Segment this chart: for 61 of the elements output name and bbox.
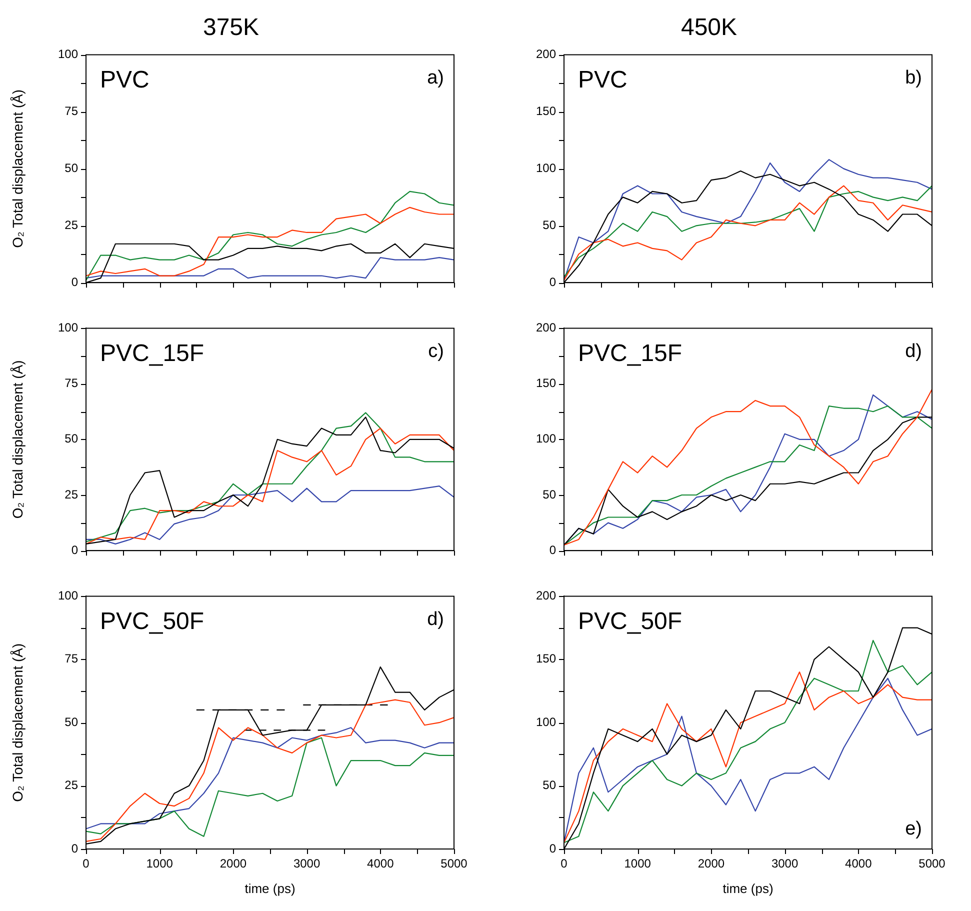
y-tick-label: 75 <box>64 652 78 666</box>
y-tick-label: 25 <box>64 218 78 232</box>
x-tick-label: 5000 <box>440 856 468 871</box>
y-axis-title: O₂ Total displacement (Å) <box>9 360 26 519</box>
x-tick-label: 1000 <box>624 856 652 871</box>
y-tick-label: 100 <box>536 714 556 729</box>
x-tick-label: 3000 <box>293 856 320 871</box>
annotation: PVC <box>578 66 628 94</box>
y-tick-label: 50 <box>542 487 556 502</box>
x-tick-label: 4000 <box>367 856 394 871</box>
y-tick-label: 200 <box>536 47 556 62</box>
annotation: d) <box>427 608 444 630</box>
y-tick-label: 150 <box>536 104 556 118</box>
annotation: PVC_15F <box>100 340 204 367</box>
x-tick-label: 2000 <box>220 856 247 871</box>
x-tick-label: 5000 <box>918 856 946 871</box>
annotation: PVC_50F <box>100 608 204 635</box>
y-tick-label: 100 <box>536 161 556 176</box>
y-tick-label: 150 <box>536 376 556 390</box>
y-tick-label: 75 <box>64 104 78 118</box>
annotation: c) <box>428 340 444 362</box>
annotation: PVC <box>100 66 150 94</box>
y-tick-label: 100 <box>58 320 78 335</box>
y-tick-label: 0 <box>71 274 78 289</box>
chart-title: 375K <box>202 14 260 42</box>
y-axis-title: O₂ Total displacement (Å) <box>9 643 26 802</box>
y-tick-label: 0 <box>549 841 556 856</box>
x-tick-label: 0 <box>560 856 568 871</box>
annotation: e) <box>905 818 922 840</box>
x-tick-label: 3000 <box>771 856 798 871</box>
annotation: PVC_50F <box>578 608 682 635</box>
annotation: d) <box>905 340 922 362</box>
y-tick-label: 0 <box>71 841 78 856</box>
y-tick-label: 0 <box>549 274 556 289</box>
y-axis-title: O₂ Total displacement (Å) <box>9 89 26 248</box>
y-tick-label: 0 <box>71 542 78 557</box>
x-tick-label: 0 <box>82 856 90 871</box>
y-tick-label: 100 <box>536 432 556 446</box>
y-tick-label: 150 <box>536 652 556 666</box>
y-tick-label: 75 <box>64 376 78 390</box>
x-tick-label: 4000 <box>845 856 872 871</box>
annotation: b) <box>905 68 922 89</box>
y-tick-label: 0 <box>549 542 556 557</box>
y-tick-label: 50 <box>64 161 78 176</box>
y-tick-label: 100 <box>58 588 78 603</box>
x-tick-label: 1000 <box>146 856 174 871</box>
y-tick-label: 50 <box>64 432 78 446</box>
y-tick-label: 200 <box>536 320 556 335</box>
y-tick-label: 200 <box>536 588 556 603</box>
annotation: PVC_15F <box>578 340 682 367</box>
y-tick-label: 25 <box>64 487 78 502</box>
annotation: a) <box>427 68 444 89</box>
chart-title: 450K <box>680 14 738 42</box>
x-axis-title: time (ps) <box>244 880 296 896</box>
x-tick-label: 2000 <box>698 856 725 871</box>
y-tick-label: 50 <box>542 218 556 232</box>
y-tick-label: 50 <box>542 778 556 792</box>
y-tick-label: 100 <box>58 47 78 62</box>
x-axis-title: time (ps) <box>722 880 774 896</box>
y-tick-label: 50 <box>64 714 78 729</box>
y-tick-label: 25 <box>64 778 78 792</box>
